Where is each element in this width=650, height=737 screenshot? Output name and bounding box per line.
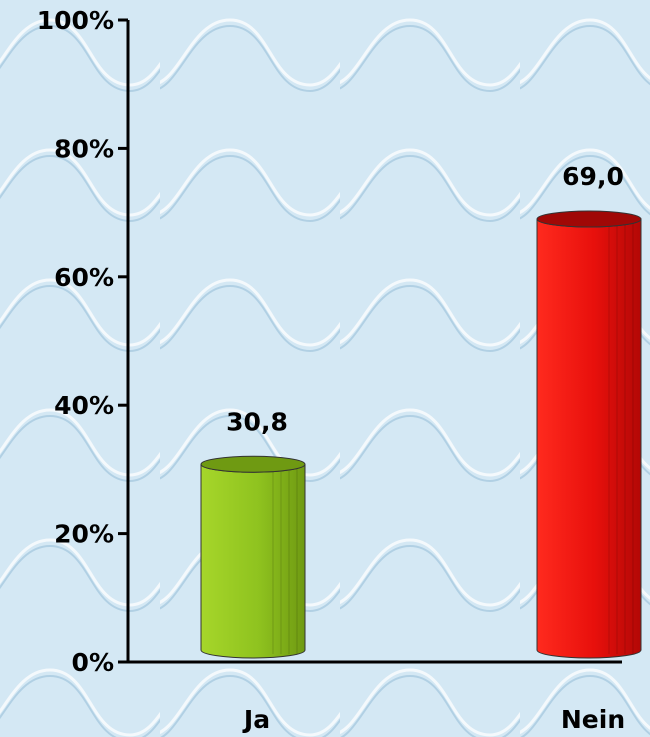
y-tick-label: 60% — [54, 263, 114, 292]
bar-value-label: 30,8 — [226, 407, 288, 436]
x-axis: Ja Nein — [128, 660, 625, 734]
bar-group: 30,8 — [200, 407, 306, 659]
x-category-label: Ja — [242, 705, 270, 734]
y-tick-label: 40% — [54, 391, 114, 420]
y-tick-label: 0% — [72, 648, 114, 677]
bars: 30,8 69,0 — [200, 162, 642, 659]
bar-value-label: 69,0 — [562, 162, 624, 191]
bar-group: 69,0 — [536, 162, 642, 659]
bar-top-cap — [536, 210, 642, 228]
y-axis: 0% 20% 40% 60% 80% 100% — [37, 6, 130, 677]
x-category-label: Nein — [561, 705, 625, 734]
y-tick-label: 80% — [54, 134, 114, 163]
y-tick-label: 100% — [37, 6, 114, 35]
bar-top-cap — [200, 455, 306, 473]
y-tick-label: 20% — [54, 520, 114, 549]
